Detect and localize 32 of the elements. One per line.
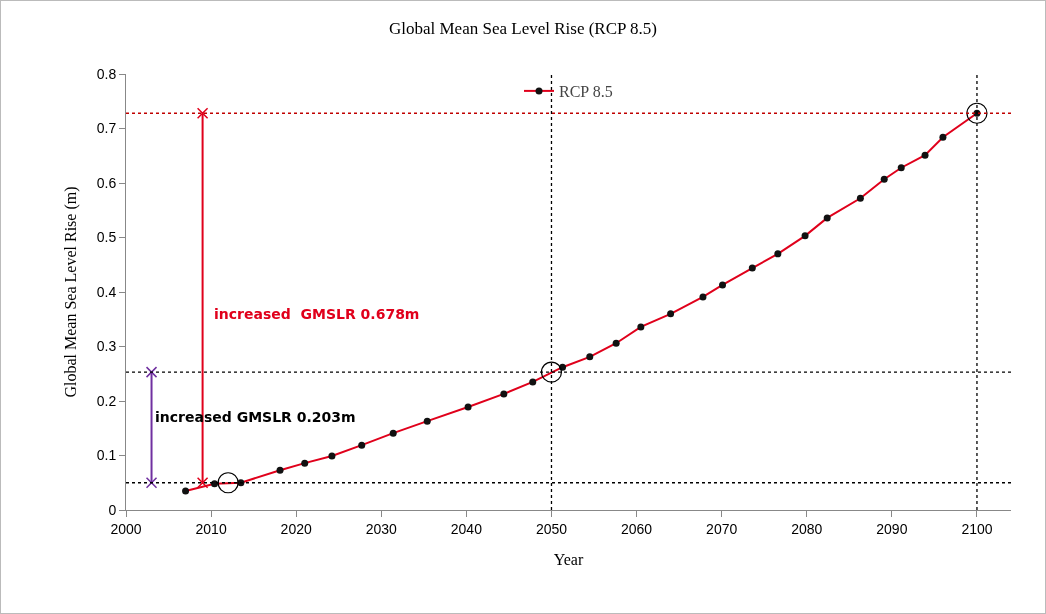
x-tick-label: 2090 (876, 520, 908, 537)
legend-label: RCP 8.5 (559, 83, 613, 101)
x-tick-label: 2080 (791, 520, 823, 537)
point (145, 366, 158, 378)
y-tick-label: 0.4 (96, 283, 117, 300)
chart-title: Global Mean Sea Level Rise (RCP 8.5) (388, 19, 658, 39)
x-tick-label: 2030 (365, 520, 398, 537)
y-tick-label: 0.2 (96, 392, 117, 409)
y-tick-label: 0.6 (96, 174, 117, 191)
y-tick-label: 0.1 (96, 447, 117, 464)
x-tick-label: 2010 (195, 520, 227, 537)
annotation: increased GMSLR 0.678m (214, 306, 420, 322)
y-tick-label: 0.3 (96, 338, 117, 355)
y-tick-label: 0 (108, 501, 117, 518)
x-tick-label: 2040 (450, 520, 483, 537)
x-tick-label: 2100 (961, 520, 993, 537)
y-tick-label: 0.5 (96, 229, 117, 246)
x-axis-title: Year (553, 551, 584, 569)
y-axis-title: Global Mean Sea Level Rise (m) (61, 186, 80, 398)
y-tick-label: 0.8 (96, 65, 117, 82)
point (966, 102, 988, 124)
x-tick-label: 2020 (280, 520, 312, 537)
point (217, 472, 239, 494)
y-tick-label: 0.7 (96, 120, 117, 137)
x-tick-label: 2070 (706, 520, 738, 537)
point (145, 477, 158, 489)
point (196, 107, 209, 119)
point (196, 477, 209, 489)
point (540, 361, 563, 383)
x-tick-label: 2000 (110, 520, 142, 537)
x-tick-label: 2060 (621, 520, 653, 537)
x-tick-label: 2050 (535, 520, 568, 537)
